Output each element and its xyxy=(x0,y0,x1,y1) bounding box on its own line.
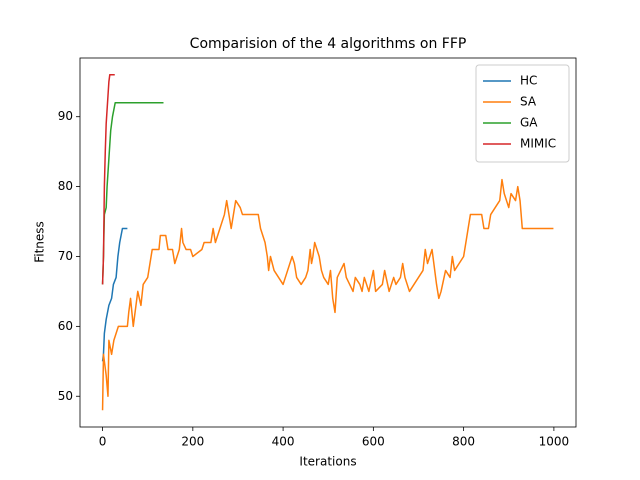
legend-label: MIMIC xyxy=(520,137,556,151)
y-tick-label: 60 xyxy=(58,319,73,333)
x-tick-label: 1000 xyxy=(539,435,570,449)
y-tick-label: 90 xyxy=(58,109,73,123)
chart-title: Comparision of the 4 algorithms on FFP xyxy=(190,36,467,52)
x-tick-label: 400 xyxy=(272,435,295,449)
x-tick-label: 800 xyxy=(452,435,475,449)
series-line xyxy=(101,74,115,285)
y-tick-label: 50 xyxy=(58,389,73,403)
x-axis-label: Iterations xyxy=(299,455,356,469)
legend-label: HC xyxy=(520,74,537,88)
x-tick-label: 0 xyxy=(99,435,107,449)
y-tick-label: 80 xyxy=(58,179,73,193)
legend-label: GA xyxy=(520,116,538,130)
x-tick-label: 200 xyxy=(181,435,204,449)
legend-label: SA xyxy=(520,95,537,109)
plot-frame xyxy=(79,57,577,428)
legend-box xyxy=(475,64,570,163)
x-tick-label: 600 xyxy=(362,435,385,449)
y-tick-label: 70 xyxy=(58,249,73,263)
series-line xyxy=(101,178,554,411)
series-line xyxy=(101,227,128,362)
y-axis-label: Fitness xyxy=(33,221,47,263)
